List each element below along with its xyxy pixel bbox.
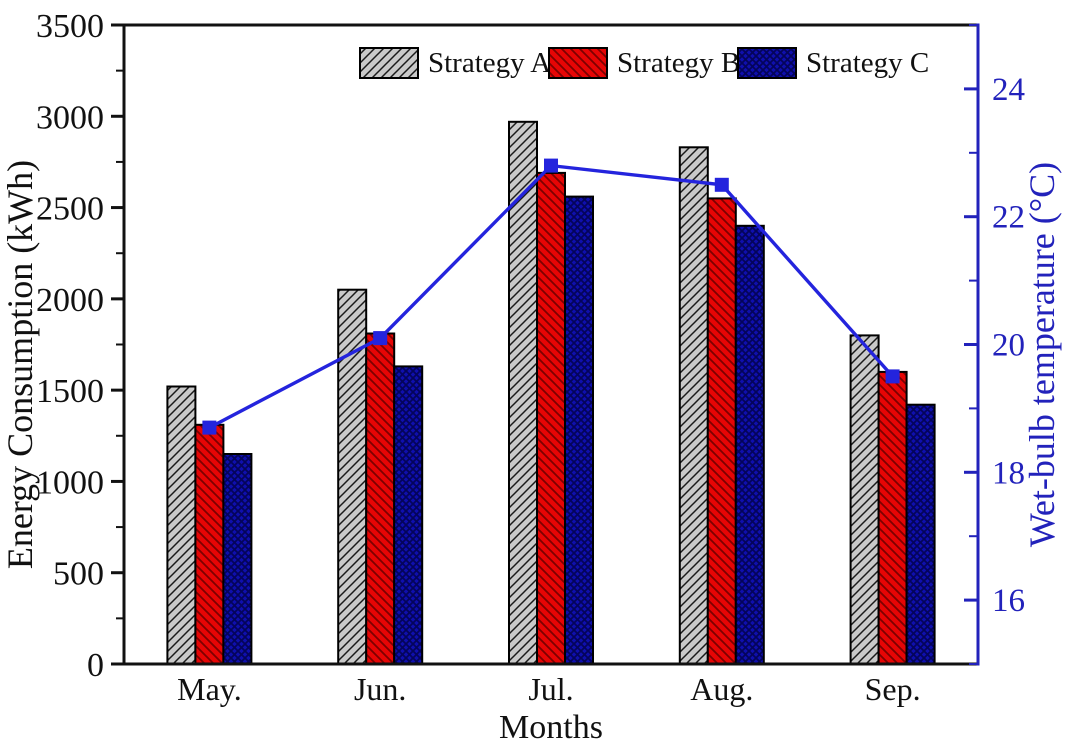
- right-tick-label: 16: [992, 583, 1025, 619]
- left-axis-title: Energy Consumption (kWh): [0, 160, 40, 569]
- legend-label: Strategy C: [806, 47, 929, 79]
- legend-swatch-strategy-c: [737, 47, 797, 79]
- left-tick-label: 1500: [36, 373, 104, 410]
- bar: [564, 195, 594, 665]
- bar: [905, 403, 936, 665]
- bar: [706, 197, 737, 665]
- temperature-marker: [544, 158, 558, 173]
- bars-strategy-c: [222, 195, 936, 666]
- x-category-label: Jun.: [354, 671, 406, 707]
- bars-strategy-a: [166, 120, 880, 666]
- right-tick-label: 20: [992, 328, 1025, 364]
- left-tick-label: 3000: [36, 99, 104, 136]
- bar: [222, 453, 253, 665]
- left-tick-label: 2000: [36, 282, 104, 319]
- left-tick-label: 1000: [36, 464, 104, 501]
- right-tick-label: 22: [992, 200, 1025, 236]
- bar: [877, 370, 908, 665]
- bar: [194, 423, 225, 665]
- bar: [365, 332, 396, 665]
- line-wet-bulb-temperature: [202, 158, 900, 435]
- temperature-marker: [714, 177, 729, 192]
- x-category-label: Jul.: [528, 671, 573, 707]
- bar: [508, 120, 538, 666]
- bars-strategy-b: [194, 171, 908, 665]
- legend: Strategy A Strategy B Strategy C: [359, 47, 929, 79]
- bar: [166, 385, 197, 665]
- bar: [678, 146, 709, 666]
- axes: 0 500 1000 1500 2000 2500 3000 3500 16 18 20 22 24: [36, 8, 1025, 684]
- bar: [393, 365, 424, 665]
- left-tick-label: 500: [53, 556, 104, 593]
- left-tick-label: 3500: [36, 8, 104, 45]
- temperature-marker: [885, 369, 900, 384]
- left-tick-label: 0: [87, 647, 104, 684]
- bar: [849, 334, 880, 665]
- legend-swatch-strategy-a: [359, 47, 419, 79]
- x-category-label: Sep.: [865, 671, 921, 707]
- temperature-marker: [373, 331, 388, 346]
- right-axis-title: Wet-bulb temperature (°C): [1022, 162, 1062, 547]
- bar: [536, 171, 566, 665]
- legend-label: Strategy A: [428, 47, 551, 79]
- x-axis-title: Months: [499, 709, 603, 746]
- temperature-marker: [202, 420, 217, 435]
- legend-label: Strategy B: [617, 47, 740, 79]
- bar: [734, 224, 765, 666]
- legend-swatch-strategy-b: [548, 47, 608, 79]
- x-category-label: Aug.: [690, 671, 753, 707]
- x-category-label: May.: [177, 671, 242, 707]
- right-tick-label: 18: [992, 455, 1025, 491]
- right-tick-label: 24: [992, 72, 1025, 108]
- left-tick-label: 2500: [36, 191, 104, 228]
